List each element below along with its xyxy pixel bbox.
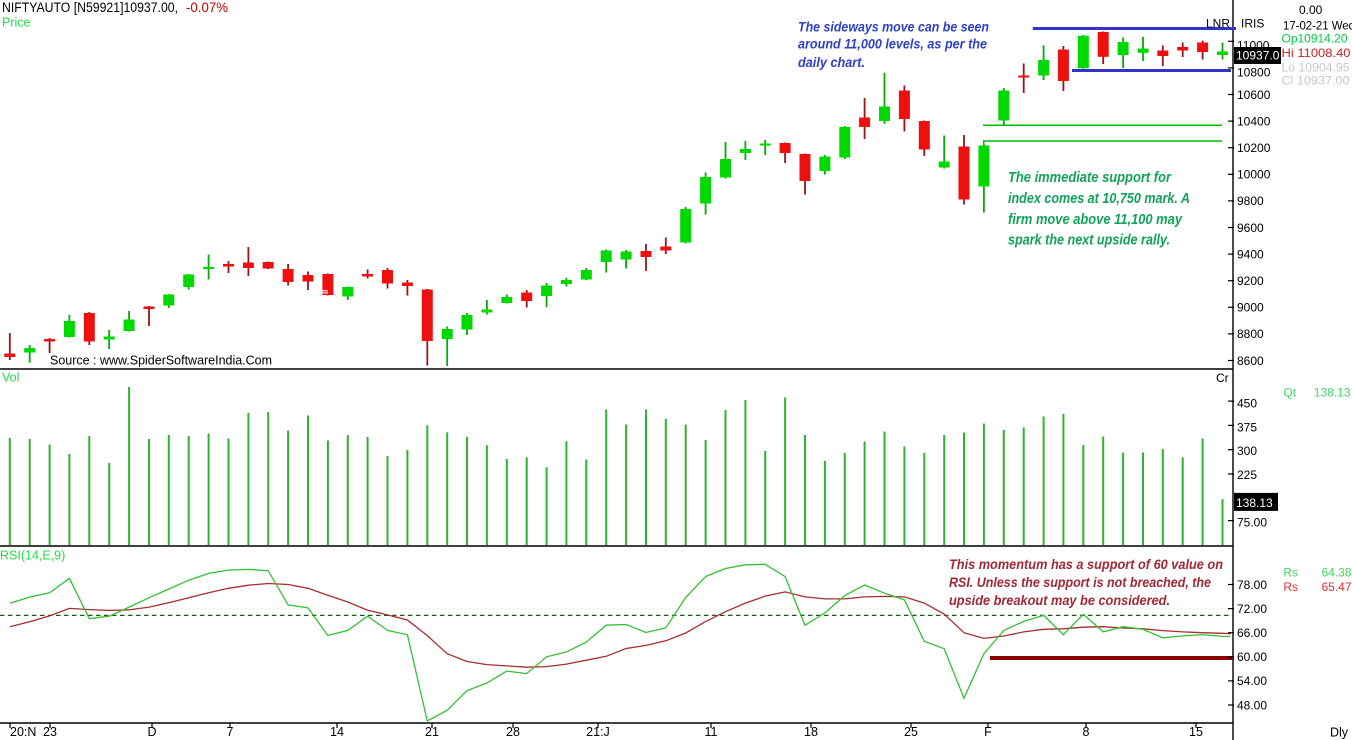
svg-text:10800: 10800: [1237, 65, 1271, 79]
svg-text:65.47: 65.47: [1322, 580, 1352, 594]
svg-text:8: 8: [1083, 725, 1090, 739]
svg-text:300: 300: [1237, 444, 1257, 458]
svg-text:Op10914.20: Op10914.20: [1282, 31, 1348, 45]
svg-text:RSI(14,E,9): RSI(14,E,9): [0, 548, 65, 562]
svg-text:48.00: 48.00: [1237, 698, 1267, 712]
svg-text:Qt: Qt: [1283, 385, 1296, 399]
svg-text:IRIS: IRIS: [1241, 17, 1264, 31]
svg-text:10400: 10400: [1237, 114, 1271, 128]
svg-text:spark the next upside rally.: spark the next upside rally.: [1008, 233, 1170, 249]
svg-text:10937.0: 10937.0: [1236, 49, 1280, 63]
svg-text:78.00: 78.00: [1237, 578, 1267, 592]
svg-text:450: 450: [1237, 396, 1257, 410]
svg-text:Rs: Rs: [1283, 565, 1298, 579]
svg-text:21: 21: [425, 725, 439, 739]
svg-text:9000: 9000: [1237, 301, 1264, 315]
svg-text:Price: Price: [2, 16, 31, 30]
svg-text:Source : www.SpiderSoftwareInd: Source : www.SpiderSoftwareIndia.Com: [50, 354, 272, 368]
svg-text:225: 225: [1237, 468, 1257, 482]
svg-text:10000: 10000: [1237, 168, 1271, 182]
svg-text:Cl 10937.00: Cl 10937.00: [1282, 74, 1350, 88]
svg-text:18: 18: [804, 725, 818, 739]
svg-text:72.00: 72.00: [1237, 602, 1267, 616]
svg-text:25: 25: [904, 725, 918, 739]
svg-text:138.13: 138.13: [1236, 496, 1273, 510]
svg-text:NIFTYAUTO [N59921]10937.00,: NIFTYAUTO [N59921]10937.00,: [2, 0, 178, 15]
svg-text:7: 7: [227, 725, 234, 739]
svg-text:75.00: 75.00: [1237, 515, 1267, 529]
svg-text:17-02-21 Wed: 17-02-21 Wed: [1283, 19, 1352, 33]
svg-text:23: 23: [43, 725, 57, 739]
svg-text:firm move above 11,100 may: firm move above 11,100 may: [1008, 212, 1183, 228]
svg-text:0.00: 0.00: [1299, 3, 1323, 17]
svg-text:66.00: 66.00: [1237, 626, 1267, 640]
svg-text:9400: 9400: [1237, 247, 1264, 261]
svg-text:14: 14: [330, 725, 344, 739]
svg-text:D: D: [147, 725, 156, 739]
svg-text:64.38: 64.38: [1322, 565, 1352, 579]
svg-text:375: 375: [1237, 420, 1257, 434]
svg-text:around 11,000 levels, as per t: around 11,000 levels, as per the: [798, 37, 987, 52]
svg-text:Hi 11008.40: Hi 11008.40: [1282, 46, 1351, 60]
svg-text:index comes at 10,750 mark. A: index comes at 10,750 mark. A: [1008, 191, 1190, 207]
svg-text:Vol: Vol: [2, 371, 19, 385]
svg-text:Lo 10904.95: Lo 10904.95: [1282, 61, 1350, 75]
svg-text:20:N: 20:N: [10, 725, 36, 739]
svg-text:daily chart.: daily chart.: [798, 55, 865, 70]
svg-text:This momentum has a support of: This momentum has a support of 60 value …: [949, 556, 1223, 572]
svg-text:Cr: Cr: [1216, 371, 1229, 385]
svg-text:8600: 8600: [1237, 354, 1264, 368]
svg-text:Dly: Dly: [1330, 726, 1349, 740]
svg-text:-0.07%: -0.07%: [186, 0, 228, 15]
svg-text:9200: 9200: [1237, 274, 1264, 288]
svg-text:Rs: Rs: [1283, 580, 1298, 594]
svg-text:RSI. Unless the support is not: RSI. Unless the support is not breached,…: [949, 574, 1211, 590]
svg-text:10200: 10200: [1237, 141, 1271, 155]
svg-text:138.13: 138.13: [1314, 385, 1351, 399]
svg-text:9600: 9600: [1237, 221, 1264, 235]
svg-text:54.00: 54.00: [1237, 674, 1267, 688]
svg-text:60.00: 60.00: [1237, 650, 1267, 664]
svg-text:The sideways move can be seen: The sideways move can be seen: [798, 19, 989, 34]
svg-text:F: F: [984, 725, 992, 739]
svg-text:The immediate support for: The immediate support for: [1008, 170, 1172, 186]
svg-text:9800: 9800: [1237, 194, 1264, 208]
svg-text:15: 15: [1189, 725, 1203, 739]
svg-text:8800: 8800: [1237, 327, 1264, 341]
svg-text:upside breakout may be conside: upside breakout may be considered.: [949, 592, 1170, 608]
svg-text:11: 11: [705, 725, 718, 739]
svg-text:10600: 10600: [1237, 88, 1271, 102]
svg-text:LNR: LNR: [1206, 17, 1230, 31]
svg-text:28: 28: [506, 725, 520, 739]
svg-text:21:J: 21:J: [586, 725, 610, 739]
